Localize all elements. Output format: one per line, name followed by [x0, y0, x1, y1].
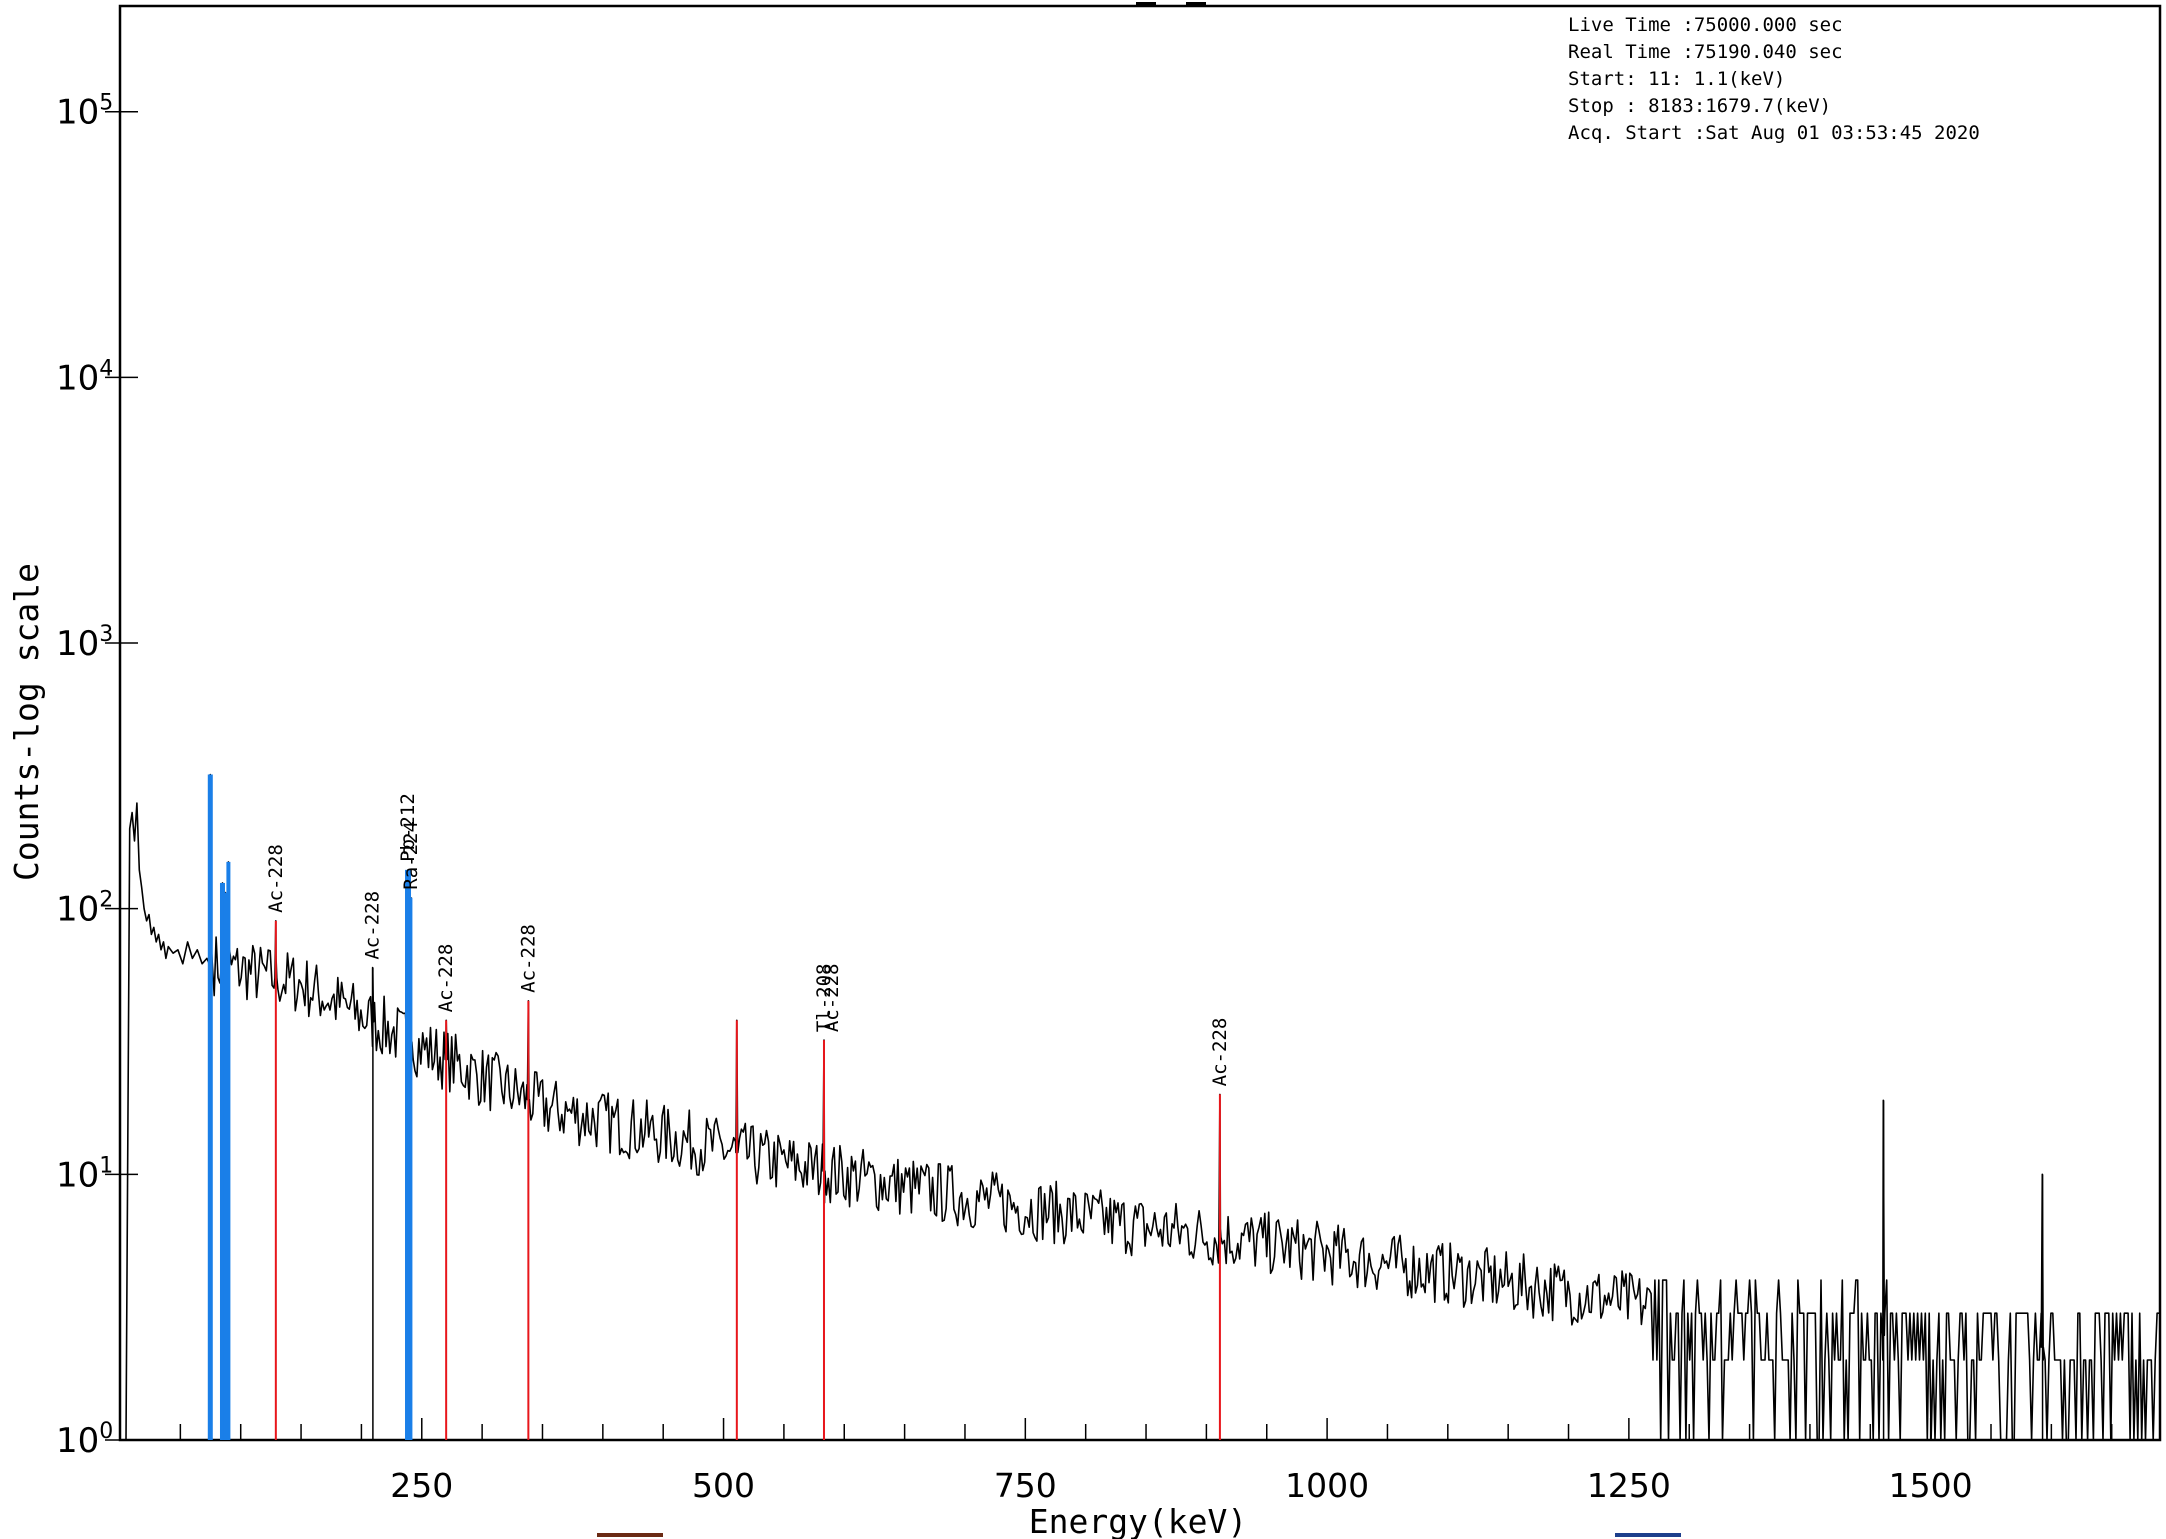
- peak-marker: [735, 1020, 738, 1440]
- peak-marker: [1882, 1100, 1885, 1440]
- peak-marker: [445, 1020, 448, 1440]
- y-tick-exponent: 3: [99, 622, 113, 647]
- y-tick-base: 10: [56, 890, 99, 930]
- plot-frame: [118, 4, 2162, 1442]
- peak-marker: [226, 861, 231, 1440]
- info-line-live-time: Live Time :75000.000 sec: [1568, 14, 1843, 36]
- x-tick-label: 500: [692, 1466, 755, 1505]
- x-tick-label: 750: [994, 1466, 1057, 1505]
- peak-label: Tl-208: [813, 964, 835, 1033]
- peak-marker: [223, 892, 228, 1440]
- y-tick-label: 101: [56, 1153, 113, 1195]
- y-tick-exponent: 2: [99, 888, 113, 913]
- peak-label: Ac-228: [362, 891, 384, 960]
- peak-label: Ac-228: [517, 924, 539, 993]
- top-marker-left: [1136, 2, 1156, 5]
- peak-marker: [409, 897, 413, 1440]
- peak-label: Pb-212: [397, 793, 419, 862]
- peak-label: Ac-228: [1209, 1018, 1231, 1087]
- peak-marker: [1218, 1094, 1221, 1440]
- bottom-swatch-brown: [597, 1533, 663, 1537]
- top-marker-right: [1186, 2, 1206, 5]
- peak-marker: [372, 967, 374, 1440]
- spectrum-line: [121, 773, 2159, 1441]
- acquisition-info: Live Time :75000.000 sec Real Time :7519…: [1568, 14, 1980, 144]
- peak-marker: [822, 1040, 825, 1440]
- x-tick-label: 1500: [1889, 1466, 1973, 1505]
- spectrum-series: [121, 773, 2159, 1441]
- peak-label: Ac-228: [435, 944, 457, 1013]
- x-axis: 250 500 750 1000 1250 1500: [179, 1418, 2113, 1505]
- y-tick-label: 103: [56, 622, 113, 664]
- y-tick-exponent: 1: [99, 1153, 113, 1178]
- peak-marker: [274, 920, 277, 1440]
- peak-label: Ac-228: [821, 964, 843, 1033]
- bottom-swatch-blue: [1615, 1533, 1681, 1537]
- y-tick-base: 10: [56, 1421, 99, 1461]
- info-line-start: Start: 11: 1.1(keV): [1568, 68, 1785, 90]
- info-line-acq-start: Acq. Start :Sat Aug 01 03:53:45 2020: [1568, 122, 1980, 144]
- info-line-real-time: Real Time :75190.040 sec: [1568, 41, 1843, 63]
- peak-markers: [207, 774, 2044, 1440]
- x-axis-title: Energy(keV): [1029, 1502, 1248, 1539]
- y-tick-base: 10: [56, 624, 99, 664]
- peak-marker: [405, 869, 412, 1440]
- y-tick-label: 102: [56, 888, 113, 930]
- x-tick-label: 1000: [1285, 1466, 1369, 1505]
- y-tick-exponent: 4: [99, 356, 113, 381]
- y-tick-label: 105: [56, 91, 113, 133]
- y-tick-label: 100: [56, 1419, 113, 1461]
- peak-label: Ra-224: [400, 821, 422, 890]
- x-tick-label: 1250: [1587, 1466, 1671, 1505]
- y-tick-exponent: 0: [99, 1419, 113, 1444]
- peak-marker: [219, 882, 225, 1440]
- y-tick-base: 10: [56, 93, 99, 133]
- peak-marker: [527, 1000, 530, 1440]
- y-tick-exponent: 5: [99, 91, 113, 116]
- info-line-stop: Stop : 8183:1679.7(keV): [1568, 95, 1831, 117]
- y-tick-label: 104: [56, 356, 113, 398]
- x-tick-label: 250: [390, 1466, 453, 1505]
- peak-marker: [207, 774, 213, 1440]
- y-axis-title: Counts-log scale: [7, 563, 46, 881]
- y-tick-base: 10: [56, 358, 99, 398]
- peak-label: Ac-228: [265, 844, 287, 913]
- y-tick-base: 10: [56, 1155, 99, 1195]
- peak-marker: [2041, 1174, 2044, 1440]
